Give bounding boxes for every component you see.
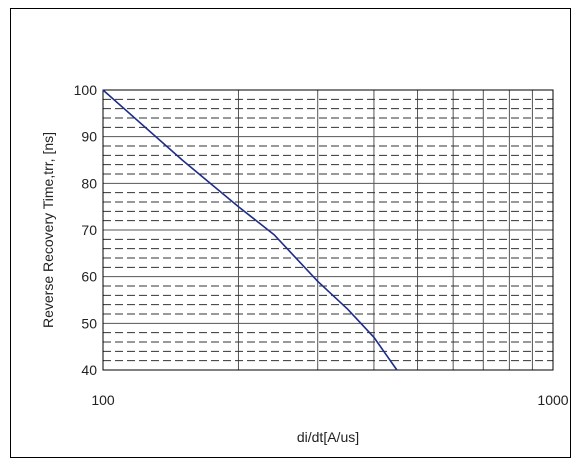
y-tick-label: 90 [81,129,97,145]
y-tick-label: 60 [81,269,97,285]
x-axis-label: di/dt[A/us] [297,429,359,445]
x-tick-label: 100 [91,392,115,408]
grid [103,90,553,370]
y-tick-label: 70 [81,222,97,238]
y-tick-label: 50 [81,315,97,331]
tick-labels: 40 50 60 70 80 90 100 100 1000 [74,82,569,408]
series-group [102,89,398,371]
plot-border [102,89,554,371]
y-tick-label: 80 [81,175,97,191]
y-tick-label: 100 [74,82,98,98]
y-tick-label: 40 [81,362,97,378]
series-line-0 [102,89,398,371]
x-tick-label: 1000 [537,392,568,408]
y-axis-label: Reverse Recovery Time,trr, [ns] [40,132,56,328]
